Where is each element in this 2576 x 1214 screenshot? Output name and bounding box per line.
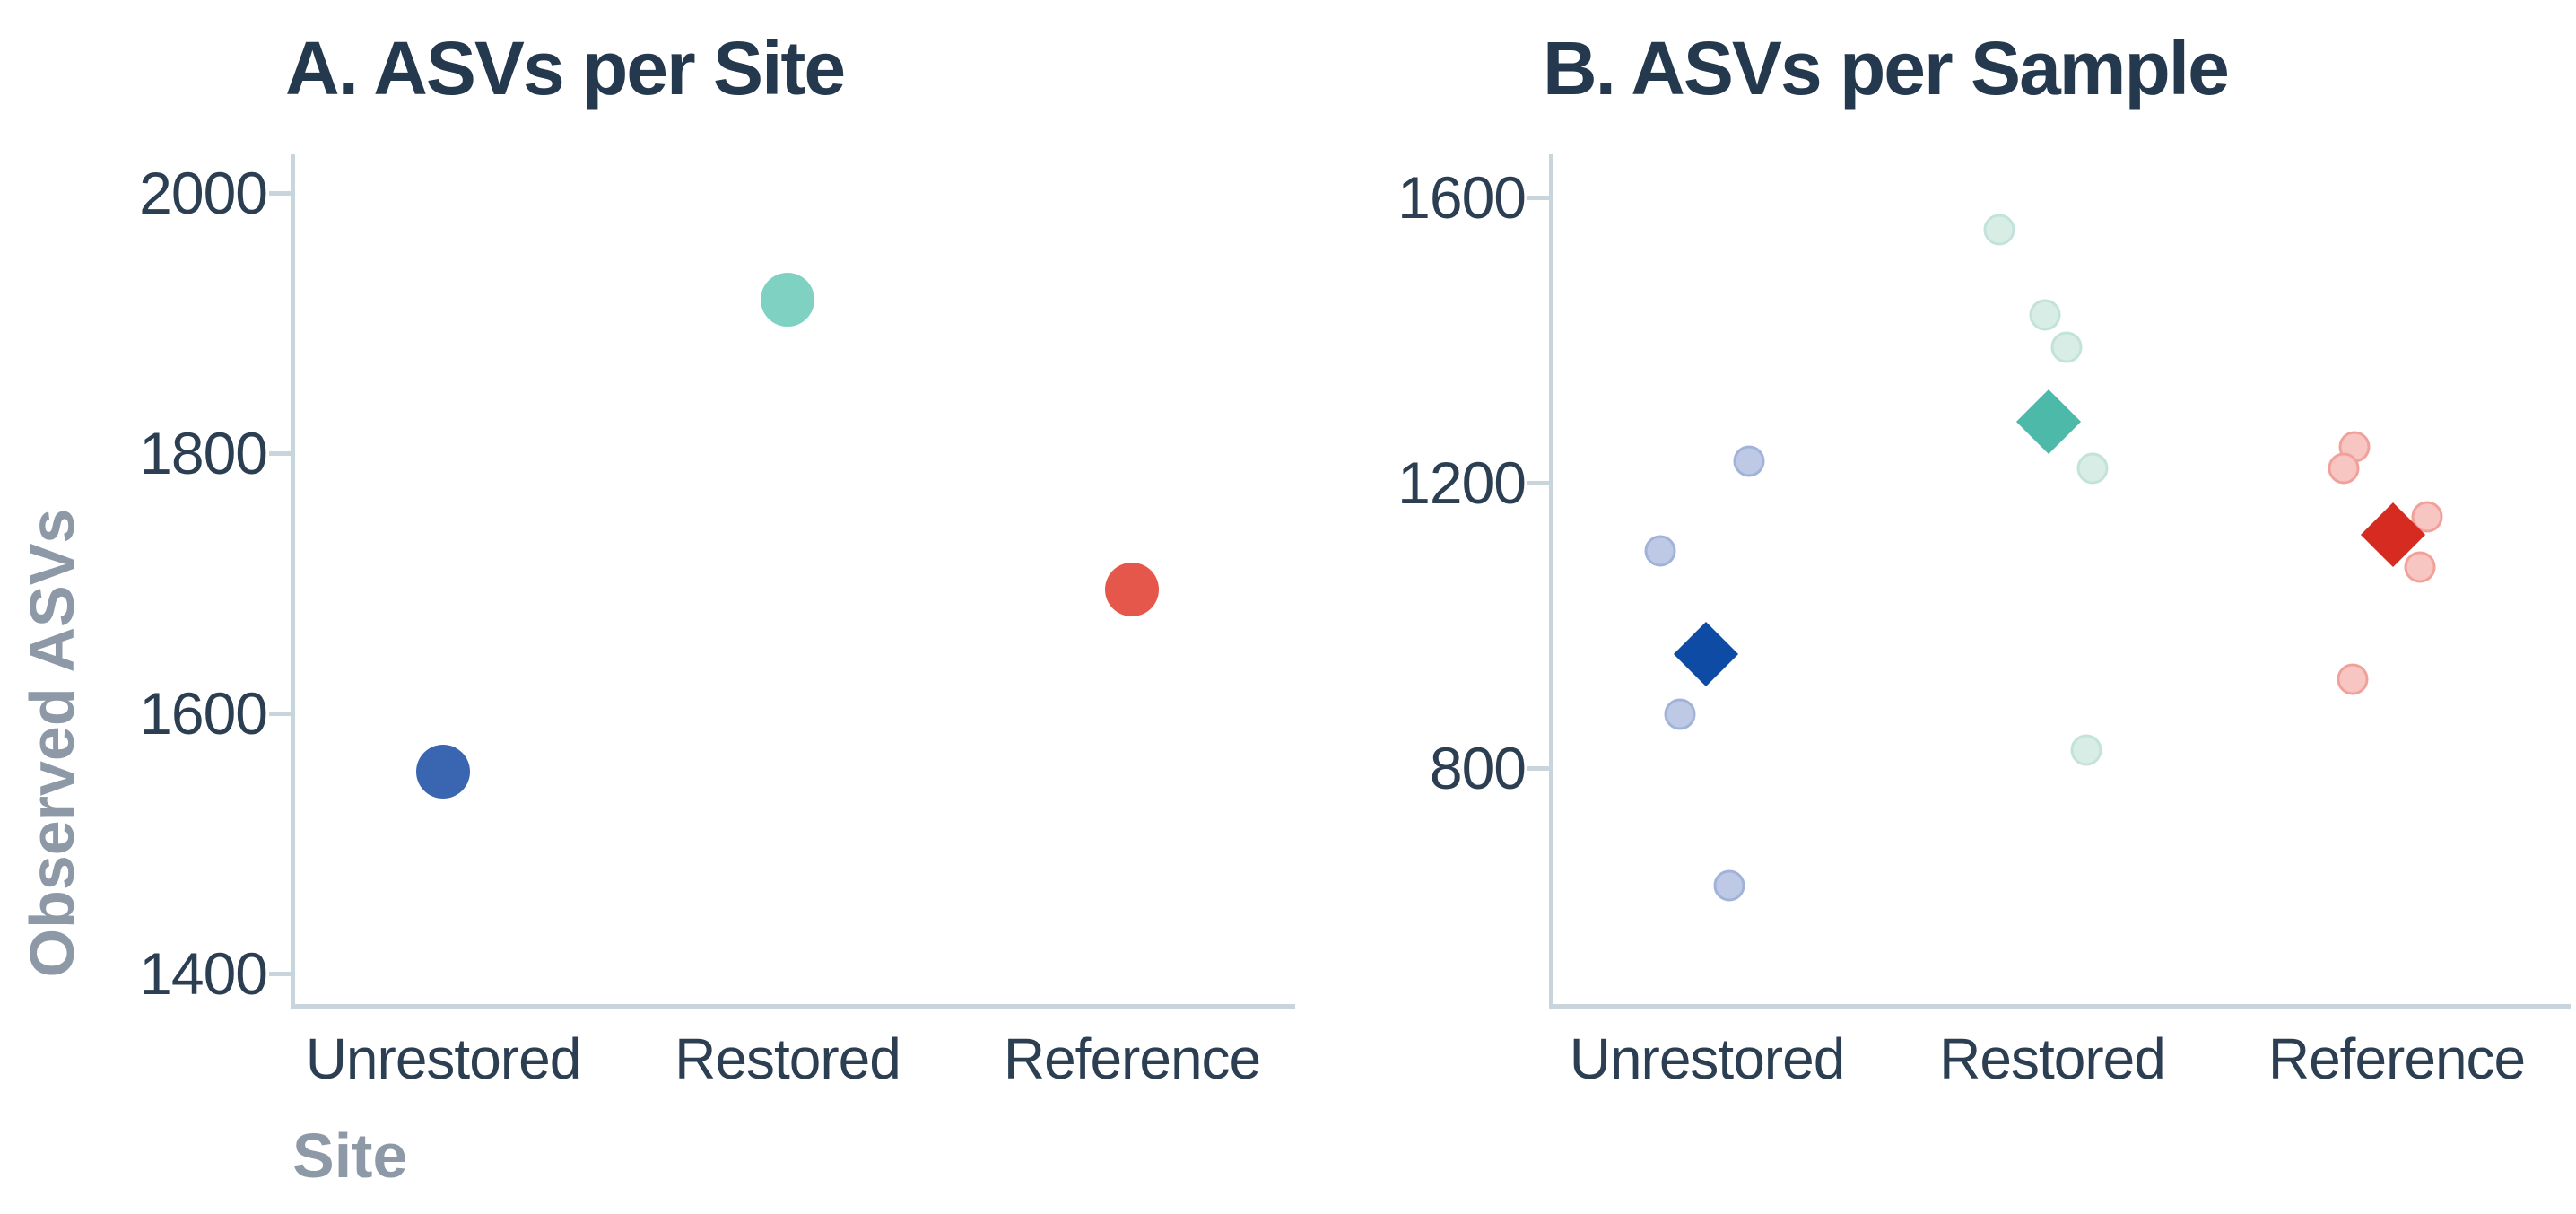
y-axis-title: Observed ASVs — [17, 508, 87, 978]
panel-a-tick-mark — [269, 712, 291, 716]
panel-a-y-tick-label: 1800 — [139, 420, 268, 486]
panel-b-mean-diamond-unrestored — [1673, 621, 1739, 686]
panel-b-sample-point-reference — [2337, 663, 2369, 695]
panel-a-title: A. ASVs per Site — [285, 26, 846, 110]
panel-a-y-tick-label: 2000 — [139, 160, 268, 226]
x-axis-title-site: Site — [292, 1121, 408, 1191]
panel-b-tick-mark — [1527, 196, 1549, 200]
panel-b-sample-point-reference — [2404, 551, 2436, 583]
panel-b-title: B. ASVs per Sample — [1543, 26, 2230, 110]
panel-a-tick-mark — [269, 451, 291, 456]
panel-a-x-tick-label-unrestored: Unrestored — [305, 1026, 582, 1091]
panel-b-sample-point-unrestored — [1733, 445, 1765, 477]
panel-b-sample-point-unrestored — [1664, 698, 1696, 730]
panel-b-mean-diamond-restored — [2015, 389, 2082, 455]
panel-a-tick-mark — [269, 191, 291, 196]
panel-b-sample-point-unrestored — [1644, 535, 1676, 567]
panel-a-x-tick-label-restored: Restored — [674, 1026, 901, 1091]
panel-a-x-axis-line — [291, 1004, 1295, 1009]
panel-b-sample-point-reference — [2328, 452, 2360, 485]
panel-b-sample-point-restored — [2029, 299, 2061, 331]
panel-b-y-tick-label: 1600 — [1397, 164, 1527, 231]
panel-a-x-tick-label-reference: Reference — [1003, 1026, 1261, 1091]
panel-b-y-axis-line — [1549, 154, 1553, 1009]
panel-a-site-point-unrestored — [416, 745, 470, 799]
panel-b-sample-point-restored — [2050, 331, 2083, 363]
panel-a-y-tick-label: 1600 — [139, 680, 268, 747]
panel-b-y-tick-label: 800 — [1429, 735, 1527, 801]
panel-a-y-axis-line — [291, 154, 295, 1009]
panel-b-sample-point-restored — [2076, 452, 2109, 485]
panel-a-tick-mark — [269, 972, 291, 976]
panel-b-sample-point-restored — [1983, 214, 2015, 246]
panel-a-site-point-reference — [1105, 563, 1159, 617]
panel-b-sample-point-restored — [2070, 734, 2102, 766]
panel-a-y-tick-label: 1400 — [139, 940, 268, 1007]
panel-b-sample-point-unrestored — [1713, 869, 1745, 902]
panel-b-x-axis-line — [1549, 1004, 2571, 1009]
panel-b-x-tick-label-reference: Reference — [2267, 1026, 2526, 1091]
panel-b-tick-mark — [1527, 766, 1549, 771]
panel-b-x-tick-label-restored: Restored — [1939, 1026, 2166, 1091]
panel-b-tick-mark — [1527, 481, 1549, 485]
panel-a-site-point-restored — [761, 272, 814, 327]
panel-b-y-tick-label: 1200 — [1397, 450, 1527, 516]
panel-b-x-tick-label-unrestored: Unrestored — [1569, 1026, 1846, 1091]
